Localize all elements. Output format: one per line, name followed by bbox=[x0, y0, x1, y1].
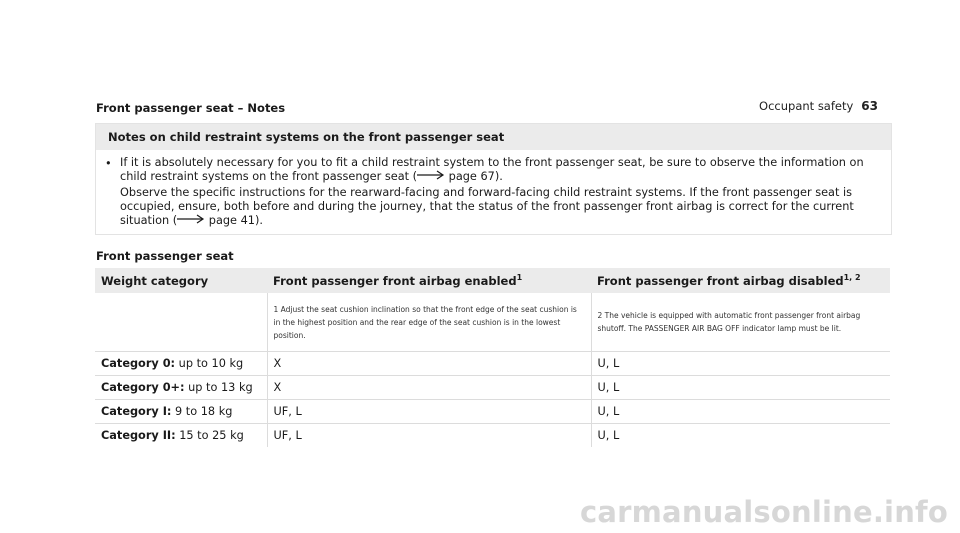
column-header-enabled: Front passenger front airbag enabled1 bbox=[267, 268, 591, 293]
notes-box: Notes on child restraint systems on the … bbox=[95, 123, 892, 235]
weight-cell: Category II: 15 to 25 kg bbox=[95, 424, 267, 448]
footnote-2: 2 The vehicle is equipped with automatic… bbox=[590, 293, 890, 352]
column-header-disabled: Front passenger front airbag disabled1, … bbox=[591, 268, 890, 293]
column-header-enabled-label: Front passenger front airbag enabled bbox=[273, 273, 517, 288]
column-header-disabled-label: Front passenger front airbag disabled bbox=[597, 273, 844, 288]
column-header-weight: Weight category bbox=[95, 268, 267, 293]
footnote-row: 1 Adjust the seat cushion inclination so… bbox=[95, 293, 890, 352]
page-number: 63 bbox=[861, 99, 878, 113]
disabled-cell: U, L bbox=[590, 351, 890, 376]
notes-text: If it is absolutely necessary for you to… bbox=[120, 156, 864, 183]
seat-table: Weight category Front passenger front ai… bbox=[95, 268, 890, 447]
section-title: Occupant safety bbox=[759, 99, 854, 113]
notes-body: • If it is absolutely necessary for you … bbox=[96, 150, 891, 234]
notes-text: Observe the specific instructions for th… bbox=[120, 186, 854, 227]
weight-cell: Category I: 9 to 18 kg bbox=[95, 399, 267, 424]
seat-heading: Front passenger seat bbox=[96, 249, 234, 263]
category-label: Category 0: bbox=[101, 357, 176, 370]
enabled-cell: UF, L bbox=[266, 399, 591, 424]
weight-range: 9 to 18 kg bbox=[175, 405, 233, 418]
reference-arrow-icon bbox=[177, 214, 205, 228]
notes-heading: Front passenger seat – Notes bbox=[96, 101, 286, 115]
footnote-1: 1 Adjust the seat cushion inclination so… bbox=[266, 293, 591, 352]
empty-cell bbox=[95, 293, 267, 352]
watermark: carmanualsonline.info bbox=[579, 495, 948, 529]
table-row: Category II: 15 to 25 kg UF, L U, L bbox=[95, 423, 890, 448]
reference-arrow-icon bbox=[417, 170, 445, 184]
category-label: Category I: bbox=[101, 405, 172, 418]
footnote-marker: 1 bbox=[516, 273, 523, 283]
notes-title: Notes on child restraint systems on the … bbox=[96, 124, 891, 150]
notes-paragraph-1: If it is absolutely necessary for you to… bbox=[120, 156, 879, 184]
running-header: Occupant safety 63 bbox=[759, 99, 878, 113]
weight-range: up to 13 kg bbox=[188, 381, 253, 394]
category-label: Category II: bbox=[101, 429, 176, 442]
weight-range: 15 to 25 kg bbox=[179, 429, 244, 442]
footnote-marker: 1, 2 bbox=[843, 273, 861, 283]
bullet: • bbox=[105, 157, 112, 170]
disabled-cell: U, L bbox=[590, 423, 890, 447]
page-reference-link[interactable]: page 41). bbox=[208, 214, 263, 227]
notes-paragraph-2: Observe the specific instructions for th… bbox=[120, 186, 879, 228]
table-header-row: Weight category Front passenger front ai… bbox=[95, 268, 890, 293]
category-label: Category 0+: bbox=[101, 381, 185, 394]
weight-range: up to 10 kg bbox=[178, 357, 244, 370]
weight-cell: Category 0: up to 10 kg bbox=[95, 351, 267, 376]
enabled-cell: UF, L bbox=[266, 423, 591, 447]
table-row: Category 0+: up to 13 kg X U, L bbox=[95, 375, 890, 400]
page-reference-link[interactable]: page 67). bbox=[448, 170, 503, 183]
enabled-cell: X bbox=[266, 351, 591, 376]
table-row: Category 0: up to 10 kg X U, L bbox=[95, 351, 890, 376]
enabled-cell: X bbox=[266, 375, 591, 400]
disabled-cell: U, L bbox=[590, 375, 890, 400]
table-row: Category I: 9 to 18 kg UF, L U, L bbox=[95, 399, 890, 424]
disabled-cell: U, L bbox=[590, 399, 890, 424]
weight-cell: Category 0+: up to 13 kg bbox=[95, 375, 267, 400]
